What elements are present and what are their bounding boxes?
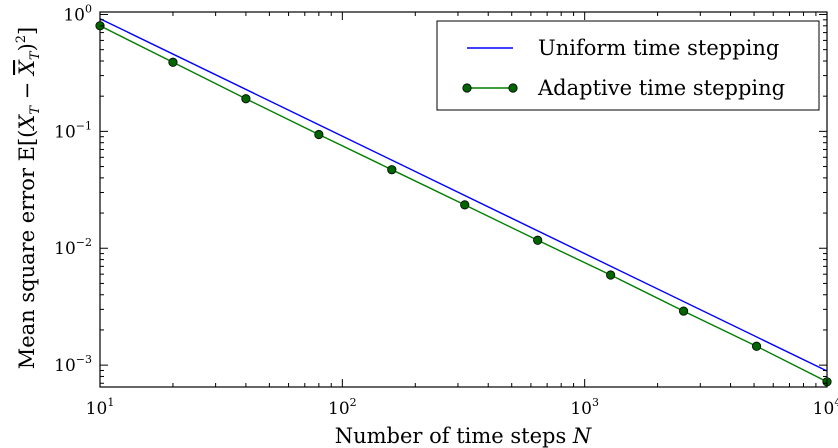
- y-tick-label: 100: [63, 2, 92, 25]
- x-axis-title: Number of time steps N: [335, 424, 592, 448]
- data-point: [387, 165, 397, 175]
- legend: Uniform time stepping Adaptive time stepp…: [436, 20, 820, 111]
- y-tick-label: 10−1: [54, 119, 92, 142]
- data-point: [168, 57, 178, 67]
- data-point: [314, 129, 324, 140]
- legend-box: [436, 20, 820, 111]
- legend-marker: [462, 83, 472, 93]
- data-point: [751, 341, 762, 351]
- y-tick-label: 10−3: [54, 353, 92, 376]
- legend-marker: [508, 83, 518, 93]
- y-axis-title: Mean square error E[(XT − XT)2]: [14, 27, 43, 370]
- x-tick-label: 101: [86, 396, 115, 419]
- data-point: [678, 306, 689, 316]
- x-tick-label: 103: [570, 396, 599, 419]
- series-line-0: [99, 18, 828, 372]
- ticks-layer: 101 102 103 104 10−3 10−2 10−1 100: [54, 2, 838, 419]
- data-point: [533, 235, 543, 245]
- series-layer: [95, 18, 832, 387]
- y-tick-label: 10−2: [54, 236, 92, 259]
- data-point: [241, 94, 251, 104]
- data-point: [460, 200, 470, 210]
- x-tick-label: 102: [328, 396, 357, 419]
- data-point: [606, 270, 616, 280]
- legend-label-1: Adaptive time stepping: [537, 76, 785, 100]
- plot-frame: [99, 11, 828, 388]
- legend-label-0: Uniform time stepping: [538, 36, 779, 60]
- x-tick-label: 104: [813, 396, 838, 419]
